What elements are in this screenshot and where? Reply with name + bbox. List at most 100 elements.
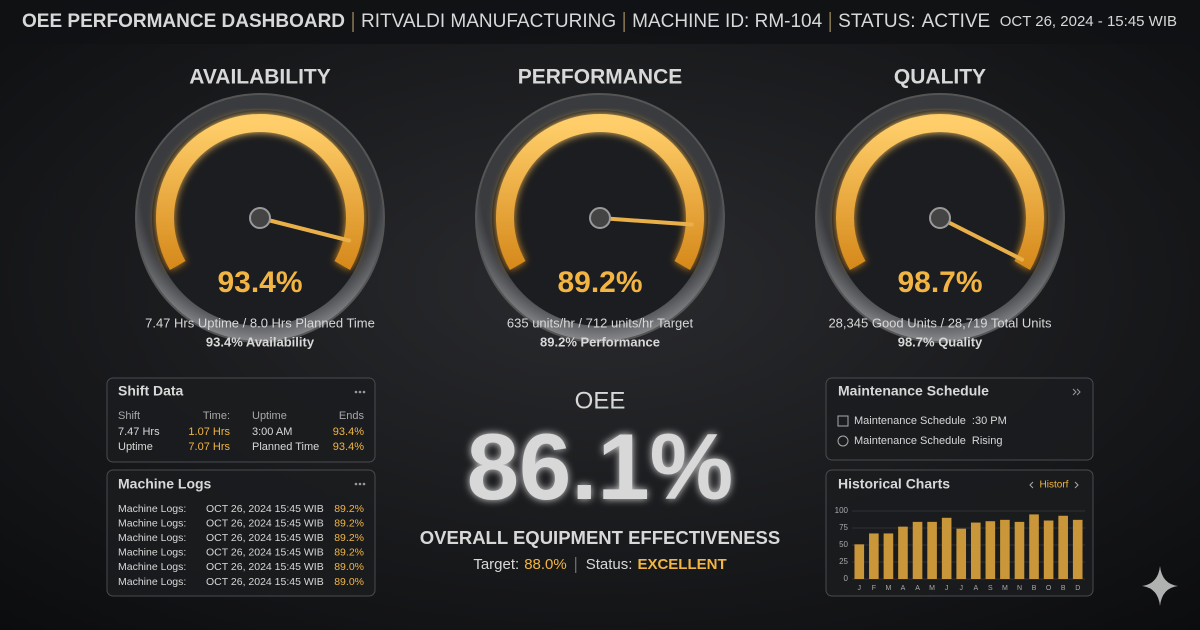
log-value: 89.2%: [334, 547, 364, 559]
x-tick-label: M: [929, 585, 935, 592]
cell: 93.4%: [333, 426, 364, 438]
item-label: Maintenance Schedule: [854, 415, 966, 427]
item-value: Rising: [972, 435, 1003, 447]
gauge-value: 98.7%: [897, 266, 982, 299]
cell: Uptime: [118, 441, 153, 453]
log-label: Machine Logs:: [118, 532, 186, 544]
chevron-icon: [1072, 388, 1081, 396]
clock-icon: [837, 435, 849, 447]
bar: [956, 528, 967, 579]
gauge-value: 89.2%: [557, 266, 642, 299]
x-tick-label: A: [901, 585, 906, 592]
log-time: OCT 26, 2024 15:45 WIB: [206, 503, 324, 515]
log-label: Machine Logs:: [118, 517, 186, 529]
oee-value: 86.1%: [467, 414, 734, 519]
oee-label: OEE: [575, 387, 626, 414]
bar: [883, 533, 894, 579]
item-value: :30 PM: [972, 415, 1007, 427]
x-tick-label: A: [915, 585, 920, 592]
x-tick-label: J: [858, 585, 862, 592]
x-tick-label: A: [973, 585, 978, 592]
bar: [970, 522, 981, 579]
bar: [854, 544, 865, 579]
item-label: Maintenance Schedule: [854, 435, 966, 447]
gauge-title: QUALITY: [894, 66, 986, 89]
gauge-title: PERFORMANCE: [518, 66, 683, 89]
menu-icon: [354, 390, 358, 394]
x-tick-label: S: [988, 585, 993, 592]
column-header: Uptime: [252, 410, 287, 422]
panel-title: Maintenance Schedule: [838, 383, 989, 399]
gauge-summary: 93.4% Availability: [206, 334, 315, 349]
panel: [825, 377, 1094, 461]
bar: [985, 521, 996, 579]
chart-title: Historical Charts: [838, 476, 950, 492]
x-tick-label: J: [959, 585, 963, 592]
status-label: STATUS:: [838, 11, 915, 32]
bar: [941, 517, 952, 579]
x-tick-label: N: [1017, 585, 1022, 592]
bar: [1000, 519, 1010, 579]
nav-arrows: [1029, 481, 1079, 489]
x-tick-label: O: [1046, 585, 1052, 592]
cell: 3:00 AM: [252, 426, 292, 438]
bar: [1058, 515, 1068, 579]
cell: 7.47 Hrs: [118, 426, 160, 438]
gauge-detail: 28,345 Good Units / 28,719 Total Units: [828, 315, 1052, 330]
x-tick-label: B: [1061, 585, 1066, 592]
gauge-title: AVAILABILITY: [189, 66, 331, 89]
gauge-needle: [938, 216, 1025, 262]
gauge-value: 93.4%: [217, 266, 302, 299]
gauge-needle: [598, 216, 694, 227]
column-header: Time:: [203, 410, 230, 422]
y-tick-label: 100: [835, 506, 849, 515]
calendar-icon: [837, 415, 849, 427]
bar: [1043, 520, 1054, 579]
gauge-hub: [929, 207, 951, 229]
y-tick-label: 75: [839, 523, 848, 532]
machine-id: MACHINE ID: RM-104: [632, 11, 822, 32]
y-tick-label: 50: [839, 540, 848, 549]
log-value: 89.2%: [334, 517, 364, 529]
log-label: Machine Logs:: [118, 547, 186, 559]
log-time: OCT 26, 2024 15:45 WIB: [206, 576, 324, 588]
company: RITVALDI MANUFACTURING: [361, 11, 616, 32]
cell: Planned Time: [252, 441, 319, 453]
bar: [1014, 521, 1025, 579]
log-value: 89.2%: [334, 503, 364, 515]
gauge-hub: [589, 207, 611, 229]
menu-icon: [362, 390, 366, 394]
bar: [1072, 519, 1083, 579]
log-label: Machine Logs:: [118, 503, 186, 515]
status: ACTIVE: [922, 11, 991, 32]
target-label: Target:: [473, 556, 519, 573]
log-label: Machine Logs:: [118, 576, 186, 588]
log-time: OCT 26, 2024 15:45 WIB: [206, 532, 324, 544]
x-tick-label: M: [1002, 585, 1008, 592]
target: 88.0%: [524, 556, 567, 573]
column-header: Ends: [339, 410, 365, 422]
y-tick-label: 25: [839, 557, 848, 566]
bar: [898, 526, 908, 579]
column-header: Shift: [118, 410, 140, 422]
menu-icon: [358, 482, 362, 486]
cell: 93.4%: [333, 441, 364, 453]
panel: [106, 377, 376, 463]
bar: [927, 521, 937, 579]
cell: 1.07 Hrs: [188, 426, 230, 438]
log-time: OCT 26, 2024 15:45 WIB: [206, 547, 324, 559]
gauge-needle: [258, 216, 352, 243]
menu-icon: [354, 482, 358, 486]
gauge-arc: [156, 114, 364, 270]
oee-subtitle: OVERALL EQUIPMENT EFFECTIVENESS: [420, 527, 780, 548]
header-bar: [0, 0, 1200, 44]
status-label: Status:: [586, 556, 633, 573]
x-tick-label: J: [945, 585, 949, 592]
header-title: OEE PERFORMANCE DASHBOARD: [22, 11, 345, 32]
gauge-arc: [496, 114, 704, 270]
cell: 7.07 Hrs: [188, 441, 230, 453]
panel-title: Shift Data: [118, 383, 184, 399]
log-value: 89.0%: [334, 576, 364, 588]
gauge-arc: [836, 114, 1044, 270]
